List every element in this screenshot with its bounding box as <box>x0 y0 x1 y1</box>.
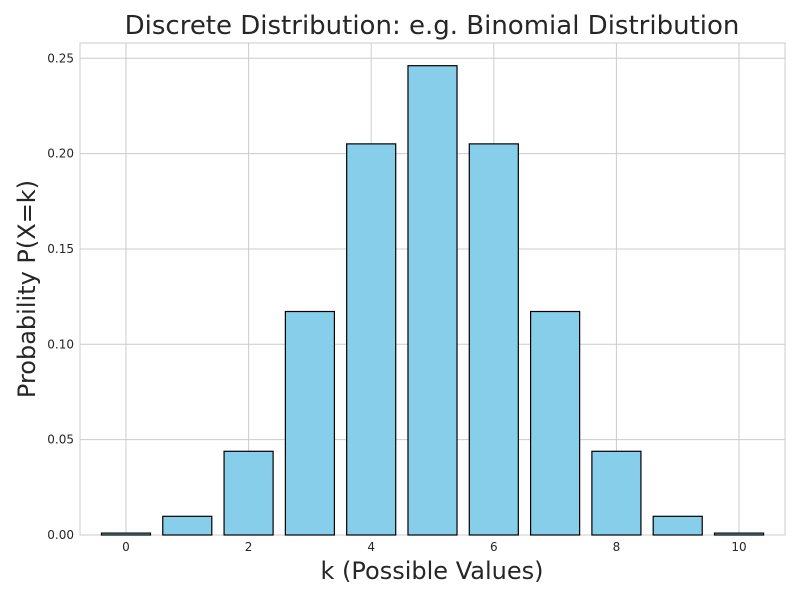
y-tick-label: 0.10 <box>47 337 74 351</box>
y-axis-ticks: 0.00 0.05 0.10 0.15 0.20 0.25 <box>47 51 74 542</box>
bars <box>100 65 765 536</box>
x-tick-label: 6 <box>490 540 498 554</box>
bar-k-6 <box>468 143 519 536</box>
bar-k-2 <box>223 450 274 536</box>
x-tick-label: 4 <box>367 540 375 554</box>
y-tick-label: 0.05 <box>47 433 74 447</box>
bar-k-5 <box>407 65 458 536</box>
bar-k-8 <box>591 450 642 536</box>
x-tick-label: 0 <box>122 540 130 554</box>
x-axis-label: k (Possible Values) <box>321 557 544 585</box>
y-tick-label: 0.20 <box>47 147 74 161</box>
y-tick-label: 0.15 <box>47 242 74 256</box>
chart-title: Discrete Distribution: e.g. Binomial Dis… <box>125 11 740 41</box>
bar-k-0 <box>100 532 152 536</box>
bar-k-1 <box>162 515 213 536</box>
bar-k-7 <box>529 310 581 536</box>
x-tick-label: 2 <box>245 540 253 554</box>
x-tick-label: 8 <box>613 540 621 554</box>
y-tick-label: 0.00 <box>47 528 74 542</box>
x-tick-label: 10 <box>731 540 746 554</box>
bar-k-4 <box>346 143 397 536</box>
y-axis-label: Probability P(X=k) <box>13 180 41 398</box>
bar-k-9 <box>652 515 703 536</box>
x-axis-ticks: 0 2 4 6 8 10 <box>122 540 747 554</box>
bar-k-10 <box>713 532 765 536</box>
y-tick-label: 0.25 <box>47 51 74 65</box>
bar-k-3 <box>284 310 336 536</box>
